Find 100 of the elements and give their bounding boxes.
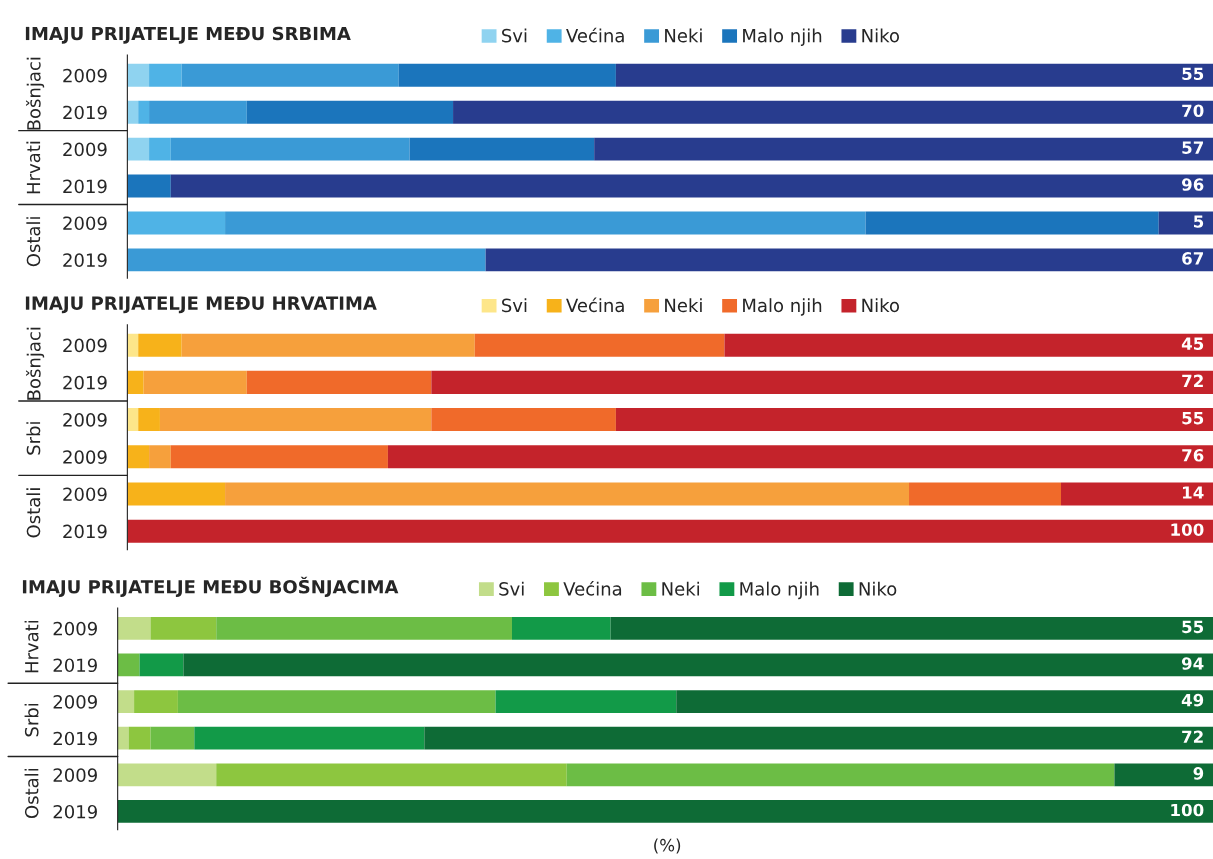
text: Hrvati — [26, 141, 41, 194]
bar — [216, 616, 512, 640]
bar — [149, 445, 171, 469]
y-tick-label: 2009 — [53, 621, 97, 636]
text: Bošnjaci — [25, 327, 45, 400]
text: Ostali — [26, 217, 41, 267]
bar — [170, 445, 388, 469]
data-label: 49 — [1181, 693, 1204, 707]
bar — [387, 445, 1213, 469]
bar — [424, 726, 1213, 750]
chart-title: IMAJU PRIJATELJE MEĐU HRVATIMA — [25, 296, 377, 314]
data-label: 45 — [1181, 337, 1204, 350]
bar — [566, 763, 1115, 787]
y-tick-label: 2019 — [53, 731, 97, 746]
bar — [117, 726, 129, 750]
bar — [138, 333, 182, 357]
y-tick-label: 2009 — [53, 768, 97, 782]
bar — [181, 63, 399, 87]
data-label: 100 — [1171, 803, 1204, 817]
legend-label: Malo njih — [743, 28, 822, 46]
bar — [127, 519, 1213, 543]
data-label: 72 — [1182, 374, 1203, 387]
text: Hrvati — [24, 620, 39, 673]
data-label: 70 — [1182, 104, 1204, 118]
legend-label: Svi — [502, 28, 527, 43]
text: Srbi — [24, 703, 39, 737]
bar — [127, 174, 171, 198]
y-tick-label: 2019 — [63, 253, 107, 267]
bar — [117, 800, 1213, 823]
bar — [1158, 211, 1213, 235]
bar — [194, 726, 425, 750]
bar — [134, 690, 178, 713]
y-tick-label: 2009 — [63, 487, 107, 502]
bar — [511, 616, 611, 640]
legend-label: Neki — [665, 28, 702, 43]
bar — [127, 63, 150, 87]
data-label: 100 — [1171, 523, 1204, 536]
y-tick-label: 2009 — [63, 142, 107, 157]
data-label: 67 — [1182, 252, 1203, 265]
data-label: 9 — [1193, 767, 1204, 780]
legend-label: Svi — [499, 581, 524, 596]
bar — [1061, 482, 1213, 506]
chart-title: IMAJU PRIJATELJE MEĐU BOŠNJACIMA — [22, 576, 399, 597]
bar — [170, 174, 1213, 198]
bar — [127, 482, 226, 506]
bar — [128, 726, 151, 750]
y-tick-label: 2009 — [63, 338, 107, 353]
data-label: 55 — [1182, 412, 1204, 425]
bar — [225, 211, 866, 235]
bar — [246, 370, 432, 394]
text: Bošnjaci — [25, 57, 45, 130]
text: Srbi — [26, 422, 41, 455]
bar — [149, 100, 247, 124]
bar — [177, 690, 496, 713]
bar — [181, 333, 475, 357]
bar — [127, 333, 139, 357]
legend-label: Svi — [502, 298, 527, 313]
bar — [431, 408, 616, 432]
bar — [909, 482, 1062, 506]
y-tick-label: 2019 — [53, 804, 97, 819]
bar — [127, 211, 226, 235]
bar — [159, 408, 432, 432]
bar — [170, 137, 410, 161]
bar — [117, 616, 151, 640]
bar — [431, 370, 1213, 394]
y-tick-label: 2009 — [63, 68, 107, 83]
bar — [127, 408, 139, 432]
bar — [453, 100, 1213, 124]
legend-label: Većina — [566, 297, 624, 313]
bar — [149, 137, 171, 161]
bar — [139, 653, 184, 677]
bar — [138, 408, 160, 432]
bar — [138, 100, 150, 124]
bar — [150, 726, 195, 750]
bar — [149, 63, 182, 87]
bar — [143, 370, 247, 394]
bar — [150, 616, 217, 640]
data-label: 55 — [1182, 67, 1204, 81]
data-label: 55 — [1182, 620, 1204, 634]
bar — [724, 333, 1213, 357]
y-tick-label: 2009 — [63, 413, 107, 427]
data-label: 14 — [1183, 486, 1204, 499]
y-tick-label: 2019 — [63, 179, 107, 194]
bar — [127, 370, 144, 394]
bar — [127, 100, 139, 124]
data-label: 76 — [1182, 449, 1204, 462]
bar — [225, 482, 910, 506]
y-tick-label: 2019 — [63, 105, 107, 120]
bar — [615, 408, 1213, 432]
legend-label: Niko — [862, 298, 900, 313]
bar — [474, 333, 725, 357]
bar — [865, 211, 1159, 235]
bar — [216, 763, 567, 787]
y-tick-label: 2009 — [63, 216, 107, 231]
data-label: 57 — [1182, 141, 1203, 154]
data-label: 5 — [1194, 215, 1204, 228]
legend-label: Niko — [859, 581, 897, 596]
legend-label: Niko — [862, 28, 900, 43]
legend-label: Neki — [665, 298, 702, 313]
bar — [127, 248, 486, 272]
